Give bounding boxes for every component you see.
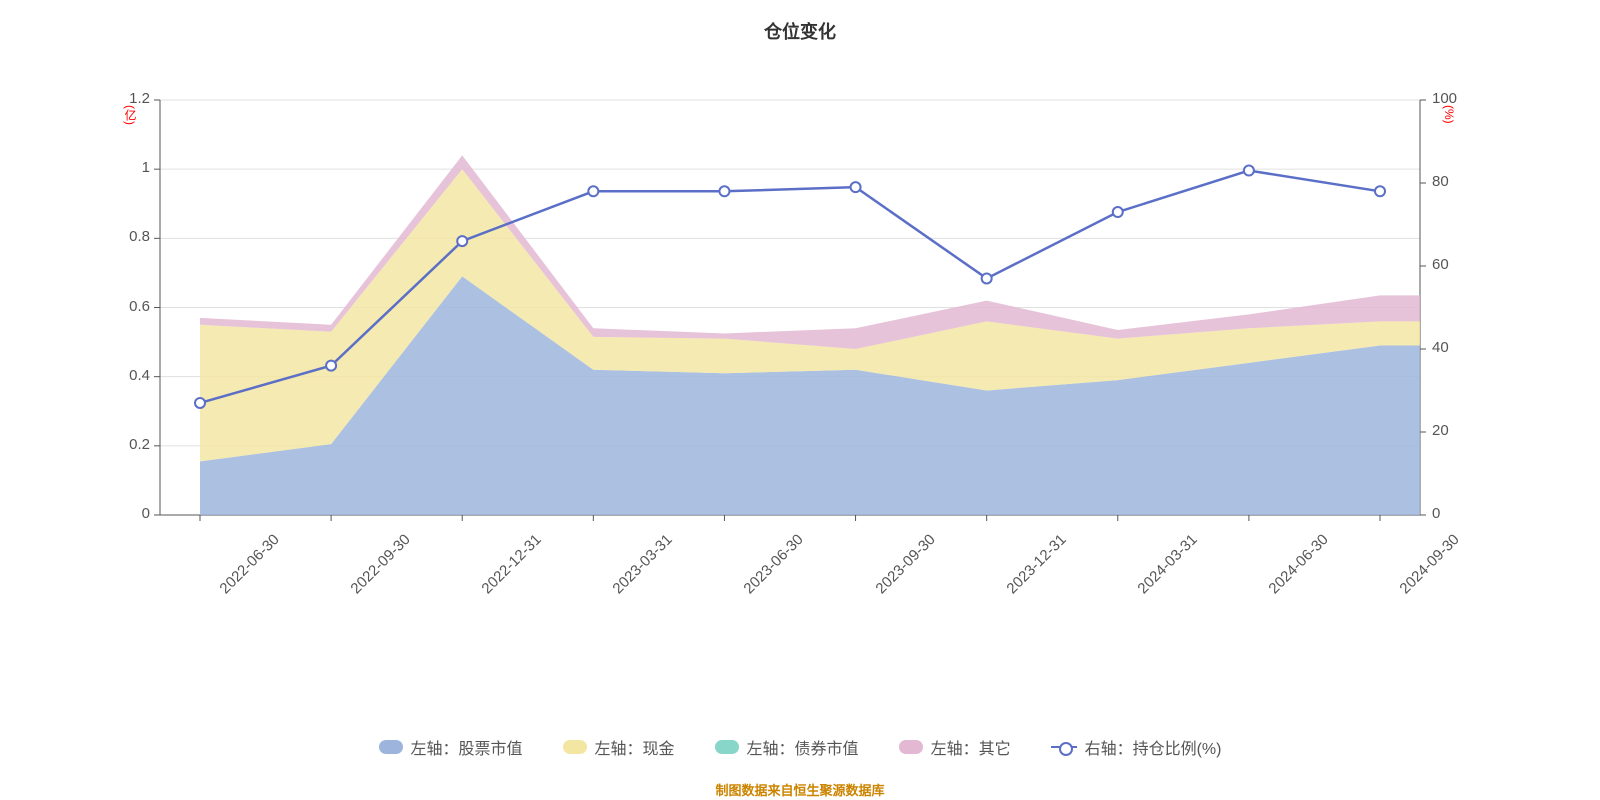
- y-right-tick: 20: [1432, 422, 1482, 439]
- legend-swatch: [563, 740, 587, 754]
- chart-svg: [0, 0, 1600, 800]
- legend-item: 左轴：其它: [899, 735, 1011, 759]
- line-marker: [195, 398, 205, 408]
- legend-line-icon: [1051, 746, 1077, 748]
- legend: 左轴：股票市值 左轴：现金 左轴：债券市值 左轴：其它 右轴：持仓比例(%): [0, 735, 1600, 759]
- line-marker: [851, 182, 861, 192]
- y-left-tick: 0.8: [100, 228, 150, 245]
- y-right-tick: 40: [1432, 339, 1482, 356]
- y-right-tick: 0: [1432, 505, 1482, 522]
- legend-item: 右轴：持仓比例(%): [1051, 735, 1222, 759]
- line-marker: [1113, 207, 1123, 217]
- line-marker: [1244, 166, 1254, 176]
- credit-text: 制图数据来自恒生聚源数据库: [0, 780, 1600, 799]
- y-left-axis-label: (亿): [122, 105, 139, 125]
- line-marker: [1375, 186, 1385, 196]
- legend-label: 左轴：其它: [931, 735, 1011, 759]
- y-left-tick: 0.2: [100, 436, 150, 453]
- line-marker: [457, 236, 467, 246]
- y-left-tick: 1.2: [100, 90, 150, 107]
- chart-container: 仓位变化 (亿) (%) 左轴：股票市值左轴：现金左轴：债券市值左轴：其它右轴：…: [0, 0, 1600, 800]
- legend-marker-icon: [1059, 742, 1073, 756]
- line-marker: [982, 273, 992, 283]
- legend-label: 左轴：债券市值: [747, 735, 859, 759]
- y-right-tick: 60: [1432, 256, 1482, 273]
- legend-item: 左轴：股票市值: [379, 735, 523, 759]
- y-right-tick: 80: [1432, 173, 1482, 190]
- line-marker: [326, 361, 336, 371]
- legend-item: 左轴：现金: [563, 735, 675, 759]
- legend-swatch: [899, 740, 923, 754]
- y-left-tick: 0: [100, 505, 150, 522]
- y-left-tick: 0.4: [100, 367, 150, 384]
- y-right-tick: 100: [1432, 90, 1482, 107]
- legend-label: 左轴：股票市值: [411, 735, 523, 759]
- y-right-axis-label: (%): [1442, 105, 1456, 124]
- legend-swatch: [379, 740, 403, 754]
- y-left-tick: 0.6: [100, 298, 150, 315]
- line-marker: [719, 186, 729, 196]
- legend-label: 左轴：现金: [595, 735, 675, 759]
- legend-item: 左轴：债券市值: [715, 735, 859, 759]
- line-marker: [588, 186, 598, 196]
- legend-swatch: [715, 740, 739, 754]
- legend-label: 右轴：持仓比例(%): [1085, 735, 1222, 759]
- y-left-tick: 1: [100, 159, 150, 176]
